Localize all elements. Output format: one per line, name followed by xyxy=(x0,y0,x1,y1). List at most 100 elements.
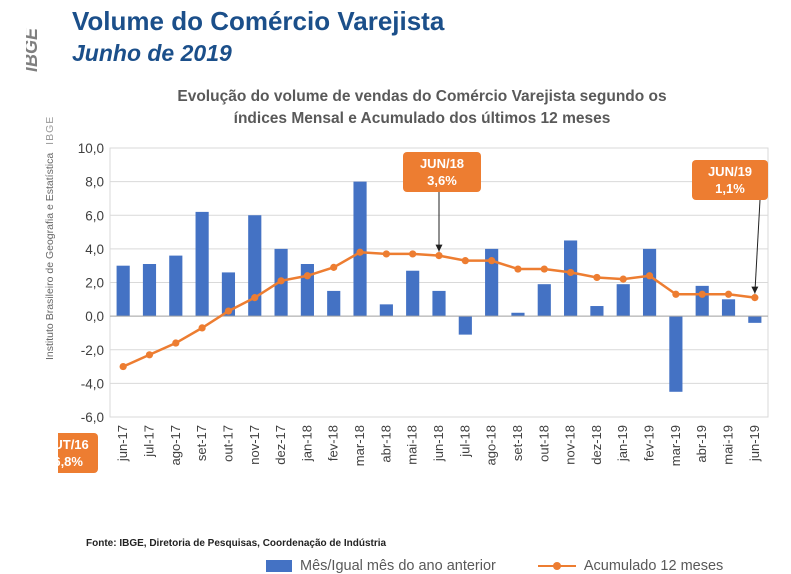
y-tick-label: 10,0 xyxy=(78,141,104,156)
chart-svg: -6,0 -4,0 -2,0 0,0 2,0 4,0 6,0 8,0 10,0 jun-17 jul… xyxy=(58,141,769,473)
bar xyxy=(564,240,578,317)
bar xyxy=(327,290,341,317)
legend-item-line: Acumulado 12 meses xyxy=(537,558,723,574)
line-point xyxy=(619,275,627,283)
x-tick-label: ago-18 xyxy=(484,425,499,465)
x-tick-label: set-18 xyxy=(510,425,525,461)
annotation-box xyxy=(58,433,98,473)
annotation-value: 1,1% xyxy=(715,181,745,196)
x-tick-label: jun-19 xyxy=(747,425,762,462)
annotation-label: JUN/19 xyxy=(708,164,752,179)
x-tick-label: jul-18 xyxy=(457,425,472,458)
line-point xyxy=(724,290,733,298)
line-point xyxy=(145,351,154,359)
annotation-label: JUN/18 xyxy=(420,156,464,171)
legend-item-bars: Mês/Igual mês do ano anterior xyxy=(266,558,496,574)
line-point xyxy=(303,272,311,280)
x-tick-label: abr-18 xyxy=(378,425,393,463)
institute-label: Instituto Brasileiro de Geografia e Esta… xyxy=(44,116,56,360)
bar xyxy=(485,248,499,317)
x-tick-label: dez-18 xyxy=(589,425,604,465)
bar xyxy=(537,284,551,317)
line-point xyxy=(224,307,233,315)
chart-title-line-1: Evolução do volume de vendas do Comércio… xyxy=(177,88,667,105)
bar xyxy=(616,284,630,317)
sidebar: IBGE Instituto Brasileiro de Geografia e… xyxy=(0,0,58,556)
line-point xyxy=(119,362,127,371)
line-point xyxy=(540,265,548,273)
line-point xyxy=(488,257,496,265)
institute-abbr: IBGE xyxy=(44,115,56,145)
x-tick-label: jan-19 xyxy=(615,425,630,462)
x-tick-label: ago-17 xyxy=(168,425,183,465)
bar xyxy=(142,264,157,317)
annotation-pointer xyxy=(754,199,761,294)
bar xyxy=(169,255,183,317)
line-point xyxy=(198,324,206,332)
bar xyxy=(669,316,683,392)
annotation-arrowhead xyxy=(435,244,443,252)
legend-swatch-line xyxy=(537,560,576,572)
x-tick-label: mar-19 xyxy=(668,425,683,466)
chart-panel: Evolução do volume de vendas do Comércio… xyxy=(58,72,786,574)
annotation-box xyxy=(692,160,768,200)
x-tick-label: fev-18 xyxy=(326,425,341,461)
x-tick-label: set-17 xyxy=(194,425,209,461)
x-tick-label: nov-18 xyxy=(563,425,578,465)
x-tick-label: abr-19 xyxy=(694,425,709,463)
line-point xyxy=(593,273,601,282)
bar xyxy=(590,306,604,317)
bar xyxy=(379,304,393,317)
bar xyxy=(406,270,420,317)
line-point xyxy=(514,265,522,273)
line-point xyxy=(409,250,417,258)
x-tick-label: jan-18 xyxy=(299,425,314,462)
bar xyxy=(432,290,446,317)
institute-name: Instituto Brasileiro de Geografia e Esta… xyxy=(44,152,56,360)
y-tick-label: -6,0 xyxy=(81,410,104,425)
line-point xyxy=(277,277,285,285)
bar xyxy=(221,272,236,317)
x-tick-label: mai-19 xyxy=(721,425,736,465)
chart-title-line-2: índices Mensal e Acumulado dos últimos 1… xyxy=(233,110,611,127)
ibge-logo: IBGE xyxy=(26,27,41,72)
x-tick-label: out-18 xyxy=(536,425,551,462)
y-tick-label: 6,0 xyxy=(85,208,104,223)
line-point xyxy=(751,294,759,302)
line-point xyxy=(172,339,180,347)
x-tick-label: nov-17 xyxy=(247,425,262,465)
legend-swatch-bar xyxy=(266,560,292,572)
chart-title: Evolução do volume de vendas do Comércio… xyxy=(58,86,786,130)
x-tick-label: mar-18 xyxy=(352,425,367,466)
legend-label-bars: Mês/Igual mês do ano anterior xyxy=(300,558,496,574)
line-point xyxy=(435,252,443,260)
bar xyxy=(195,211,209,317)
ibge-logo-text: IBGE xyxy=(26,27,41,72)
line-point xyxy=(461,257,469,265)
bar xyxy=(748,316,762,323)
legend: Mês/Igual mês do ano anterior Acumulado … xyxy=(266,558,765,574)
x-tick-label: out-17 xyxy=(220,425,235,462)
y-tick-label: 0,0 xyxy=(85,309,104,324)
line-point xyxy=(672,290,680,298)
bar xyxy=(695,285,709,317)
x-tick-label: jun-17 xyxy=(115,425,130,462)
bar xyxy=(721,299,736,317)
x-tick-label: fev-19 xyxy=(642,425,657,461)
bar xyxy=(248,215,262,317)
annotation-value: 3,6% xyxy=(427,173,457,188)
page-subtitle: Junho de 2019 xyxy=(72,40,232,66)
bar xyxy=(458,316,472,335)
line-point xyxy=(698,290,706,298)
x-tick-label: jul-17 xyxy=(141,425,156,458)
line-point xyxy=(382,250,390,258)
line-point xyxy=(645,272,654,280)
x-tick-label: dez-17 xyxy=(273,425,288,465)
y-tick-label: 2,0 xyxy=(85,276,104,291)
x-tick-label: jun-18 xyxy=(431,425,446,462)
bar xyxy=(116,265,130,317)
annotation-arrowhead xyxy=(751,286,759,294)
x-tick-label: mai-18 xyxy=(405,425,420,465)
y-tick-label: -4,0 xyxy=(81,376,104,391)
annotation-value: -6,8% xyxy=(58,454,83,469)
